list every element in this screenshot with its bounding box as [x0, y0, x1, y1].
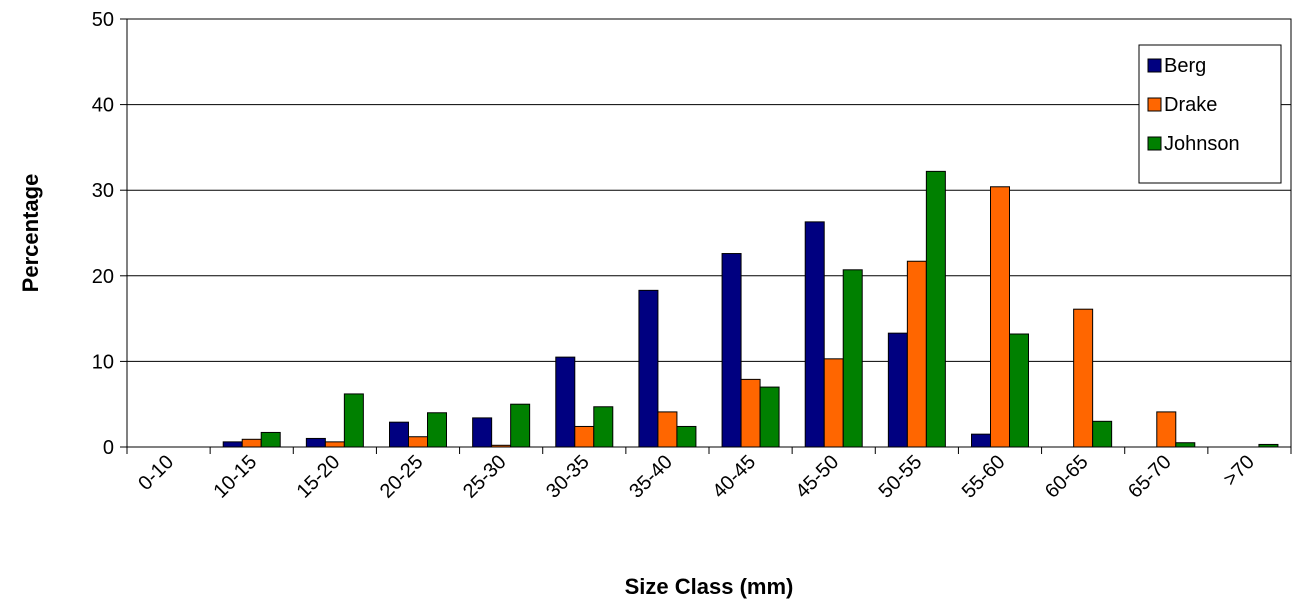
bar-drake: [408, 436, 428, 448]
bar-johnson: [759, 386, 780, 448]
x-tick-label: 55-60: [958, 451, 1010, 503]
bar-berg: [389, 421, 409, 448]
x-tick-label: 65-70: [1124, 451, 1176, 503]
y-tick-label: 50: [92, 9, 114, 31]
bars: [222, 170, 1279, 448]
bar-berg: [804, 221, 825, 448]
bar-drake: [574, 425, 595, 448]
bar-drake: [324, 441, 345, 448]
x-tick-label: 30-35: [542, 451, 594, 503]
plot-area: [126, 18, 1292, 448]
bar-drake: [906, 260, 927, 448]
legend: Berg Drake Johnson: [1138, 44, 1282, 184]
bar-johnson: [427, 412, 447, 448]
bar-berg: [305, 437, 326, 448]
bar-johnson: [593, 406, 614, 448]
gridlines: [127, 18, 1291, 362]
y-tick-label: 30: [92, 180, 114, 202]
bar-johnson: [1009, 333, 1029, 448]
bar-drake: [1156, 411, 1177, 448]
x-tick-label: 45-50: [792, 451, 844, 503]
legend-label: Johnson: [1164, 133, 1240, 155]
bar-johnson: [1092, 420, 1113, 448]
y-tick-label: 20: [92, 266, 114, 288]
bar-johnson: [925, 170, 946, 448]
x-tick-label: 60-65: [1041, 451, 1093, 503]
x-tick-label: 0-10: [134, 451, 178, 495]
x-axis: 0-10 10-15 15-20 20-25 25-30 30-35 35-40 40-45 4…: [126, 447, 1292, 503]
bar-johnson: [676, 425, 697, 448]
bar-johnson: [510, 403, 531, 448]
bar-berg: [887, 332, 908, 448]
x-tick-label: 20-25: [376, 451, 428, 503]
legend-label: Berg: [1164, 55, 1206, 77]
y-axis: 0 10 20 30 40 50: [92, 9, 127, 459]
x-tick-label: 35-40: [625, 451, 677, 503]
bar-drake: [1073, 308, 1094, 448]
bar-drake: [823, 358, 844, 448]
y-tick-label: 40: [92, 95, 114, 117]
x-tick-label: 40-45: [708, 451, 760, 503]
legend-swatch: [1147, 136, 1162, 151]
legend-box: [1138, 44, 1282, 184]
x-axis-title: Size Class (mm): [625, 574, 794, 599]
legend-label: Drake: [1164, 94, 1217, 116]
bar-johnson: [260, 431, 281, 448]
x-tick-label: 25-30: [459, 451, 511, 503]
bar-berg: [638, 289, 659, 448]
bar-johnson: [1175, 442, 1196, 448]
x-tick-label: >70: [1219, 451, 1259, 491]
y-axis-title: Percentage: [18, 174, 43, 293]
legend-swatch: [1147, 97, 1162, 112]
bar-drake: [990, 186, 1010, 448]
bar-drake: [241, 438, 262, 448]
bar-johnson: [842, 269, 863, 448]
bar-berg: [721, 253, 742, 448]
bar-berg: [971, 433, 991, 448]
bar-berg: [472, 417, 493, 448]
bar-berg: [222, 441, 243, 448]
x-tick-label: 10-15: [210, 451, 262, 503]
y-tick-label: 10: [92, 351, 114, 373]
bar-drake: [657, 411, 678, 448]
bar-johnson: [343, 393, 364, 448]
y-tick-label: 0: [103, 437, 114, 459]
legend-swatch: [1147, 58, 1162, 73]
bar-berg: [555, 356, 576, 448]
bar-drake: [740, 378, 761, 448]
x-tick-label: 50-55: [875, 451, 927, 503]
x-tick-label: 15-20: [293, 451, 345, 503]
